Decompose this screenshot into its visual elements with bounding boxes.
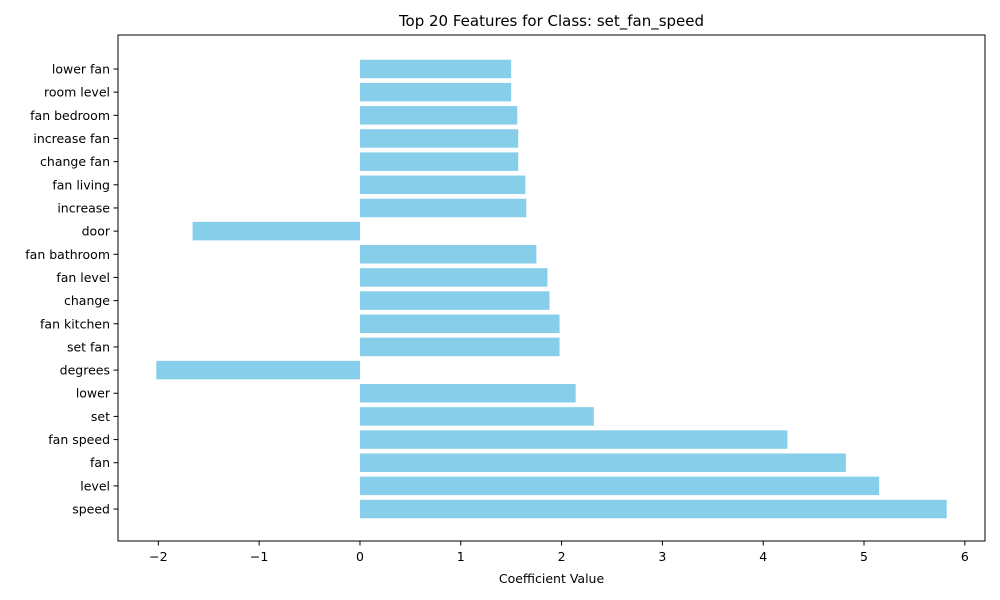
- bar-fan-level: [359, 268, 548, 287]
- y-tick-label: degrees: [60, 363, 110, 378]
- x-axis-title: Coefficient Value: [499, 571, 605, 586]
- x-tick-label: −2: [149, 549, 167, 564]
- bar-fan-bathroom: [359, 245, 537, 264]
- y-tick-label: increase fan: [33, 131, 110, 146]
- bar-change: [359, 291, 550, 310]
- x-tick-label: 6: [961, 549, 969, 564]
- bars-layer: [156, 59, 947, 519]
- bar-increase-fan: [359, 129, 519, 148]
- bar-fan-kitchen: [359, 314, 560, 334]
- bar-door: [192, 221, 360, 241]
- y-tick-label: lower fan: [52, 62, 110, 77]
- bar-speed: [359, 499, 947, 519]
- y-tick-label: fan speed: [48, 432, 110, 447]
- bar-increase: [359, 198, 527, 218]
- x-tick-label: 3: [658, 549, 666, 564]
- bar-set: [359, 407, 594, 426]
- x-tick-label: 1: [457, 549, 465, 564]
- bar-room-level: [359, 82, 512, 102]
- y-tick-label: level: [80, 478, 110, 493]
- bar-fan-bedroom: [359, 106, 518, 125]
- bar-level: [359, 476, 880, 496]
- plot-frame: [117, 34, 986, 542]
- y-tick-label: speed: [72, 502, 110, 517]
- y-tick-label: lower: [76, 386, 111, 401]
- y-tick-label: fan living: [52, 177, 110, 192]
- bar-lower-fan: [359, 59, 512, 79]
- x-tick-label: 0: [356, 549, 364, 564]
- y-tick-label: room level: [44, 85, 110, 100]
- bar-fan-speed: [359, 430, 788, 449]
- x-axis-ticks: −2 −1 0 1 2 3 4 5 6: [149, 541, 969, 564]
- x-tick-label: 5: [860, 549, 868, 564]
- y-tick-label: fan bedroom: [30, 108, 110, 123]
- bar-fan: [359, 453, 846, 472]
- y-tick-label: change fan: [40, 154, 110, 169]
- bar-set-fan: [359, 337, 560, 357]
- y-tick-label: set: [91, 409, 110, 424]
- bar-fan-living: [359, 175, 526, 195]
- chart-title: Top 20 Features for Class: set_fan_speed: [398, 12, 704, 31]
- bar-lower: [359, 383, 576, 403]
- x-tick-label: −1: [250, 549, 268, 564]
- y-tick-label: change: [64, 293, 110, 308]
- y-axis-ticks: lower fan room level fan bedroom increase f…: [25, 62, 118, 517]
- y-tick-label: fan kitchen: [40, 316, 110, 331]
- y-tick-label: set fan: [67, 339, 110, 354]
- x-tick-label: 2: [558, 549, 566, 564]
- y-tick-label: fan level: [56, 270, 110, 285]
- y-tick-label: fan: [90, 455, 110, 470]
- y-tick-label: fan bathroom: [25, 247, 110, 262]
- bar-change-fan: [359, 152, 519, 171]
- y-tick-label: door: [82, 224, 111, 239]
- bar-degrees: [156, 360, 360, 380]
- y-tick-label: increase: [57, 200, 110, 215]
- x-tick-label: 4: [759, 549, 767, 564]
